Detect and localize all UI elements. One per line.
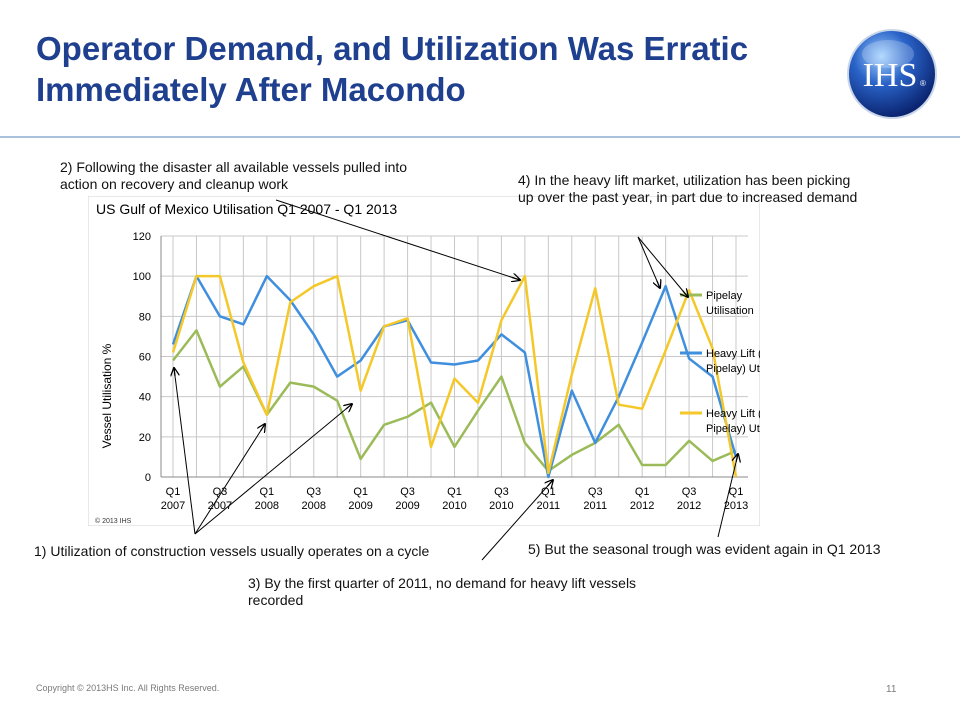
- ihs-logo: IHS ®: [847, 29, 937, 119]
- x-tick-label: 2009: [348, 500, 372, 512]
- x-tick-label: 2008: [255, 500, 279, 512]
- x-tick-label: Q1: [166, 486, 181, 498]
- x-tick-label: 2007: [161, 500, 185, 512]
- y-tick-label: 100: [133, 271, 151, 283]
- x-tick-label: 2008: [302, 500, 326, 512]
- page-number: 11: [886, 684, 897, 695]
- arrow-note5: [717, 454, 738, 538]
- logo-registered-mark: ®: [920, 79, 926, 88]
- x-tick-label: Q3: [682, 486, 697, 498]
- annotation-1: 1) Utilization of construction vessels u…: [34, 543, 430, 559]
- x-tick-label: Q1: [259, 486, 274, 498]
- legend-entry-2: Heavy Lift (WithPipelay) Utilisation: [706, 348, 760, 375]
- logo-text: IHS: [863, 57, 918, 94]
- y-tick-label: 60: [139, 352, 151, 364]
- series-line-2: [171, 274, 738, 479]
- x-tick-label: 2010: [489, 500, 513, 512]
- x-tick-label: 2010: [442, 500, 466, 512]
- y-axis: 0 20 40 60 80 100 120: [133, 231, 162, 484]
- x-tick-label: Q3: [588, 486, 603, 498]
- x-tick-label: Q3: [494, 486, 509, 498]
- x-tick-label: Q3: [306, 486, 321, 498]
- y-tick-label: 40: [139, 392, 151, 404]
- chart-series: [171, 274, 738, 479]
- arrow-note3: [481, 480, 553, 561]
- legend-entry-3: Heavy Lift (NoPipelay) Utilisation: [706, 408, 760, 435]
- x-tick-label: Q1: [729, 486, 744, 498]
- x-tick-label: 2011: [583, 500, 607, 512]
- x-tick-label: Q1: [447, 486, 462, 498]
- x-tick-label: Q3: [400, 486, 415, 498]
- annotation-3: 3) By the first quarter of 2011, no dema…: [248, 575, 637, 608]
- chart-gridlines: [161, 235, 748, 478]
- arrow-note4-b: [637, 236, 688, 297]
- chart-copyright: © 2013 IHS: [95, 517, 132, 525]
- x-tick-label: 2013: [724, 500, 748, 512]
- annotation-4: 4) In the heavy lift market, utilization…: [518, 172, 858, 205]
- x-tick-label: Q1: [353, 486, 368, 498]
- x-tick-label: 2011: [537, 500, 561, 512]
- y-tick-label: 20: [139, 432, 151, 444]
- title-divider: [0, 136, 960, 138]
- arrow-note4-a: [637, 236, 660, 288]
- x-tick-label: 2009: [395, 500, 419, 512]
- chart-area: [88, 196, 760, 526]
- y-tick-label: 0: [145, 472, 151, 484]
- y-axis-label: Vessel Utilisation %: [100, 343, 114, 448]
- annotation-5: 5) But the seasonal trough was evident a…: [528, 541, 881, 557]
- x-tick-label: 2007: [208, 500, 232, 512]
- annotation-2: 2) Following the disaster all available …: [60, 159, 408, 192]
- copyright-footer: Copyright © 2013HS Inc. All Rights Reser…: [36, 683, 220, 693]
- arrow-note1-b: [194, 424, 265, 535]
- x-tick-label: Q1: [635, 486, 650, 498]
- y-tick-label: 80: [139, 311, 151, 323]
- arrow-note1-c: [194, 404, 352, 535]
- x-axis: Q1 2007 Q3 2007 Q1 2008 Q3 2008 Q1 2009 Q3 2009 Q1 20…: [161, 476, 748, 512]
- y-tick-label: 120: [133, 231, 151, 243]
- x-tick-label: 2012: [630, 500, 654, 512]
- x-tick-label: 2012: [677, 500, 701, 512]
- legend-entry-1: Pipelay Utilisation: [706, 290, 754, 317]
- slide-title: Operator Demand, and Utilization Was Err…: [36, 30, 749, 108]
- chart-title: US Gulf of Mexico Utilisation Q1 2007 - …: [96, 201, 397, 217]
- utilisation-line-chart: US Gulf of Mexico Utilisation Q1 2007 - …: [88, 196, 760, 526]
- arrow-note1-a: [174, 368, 196, 535]
- arrow-note2: [275, 199, 520, 280]
- series-line-3: [171, 274, 738, 478]
